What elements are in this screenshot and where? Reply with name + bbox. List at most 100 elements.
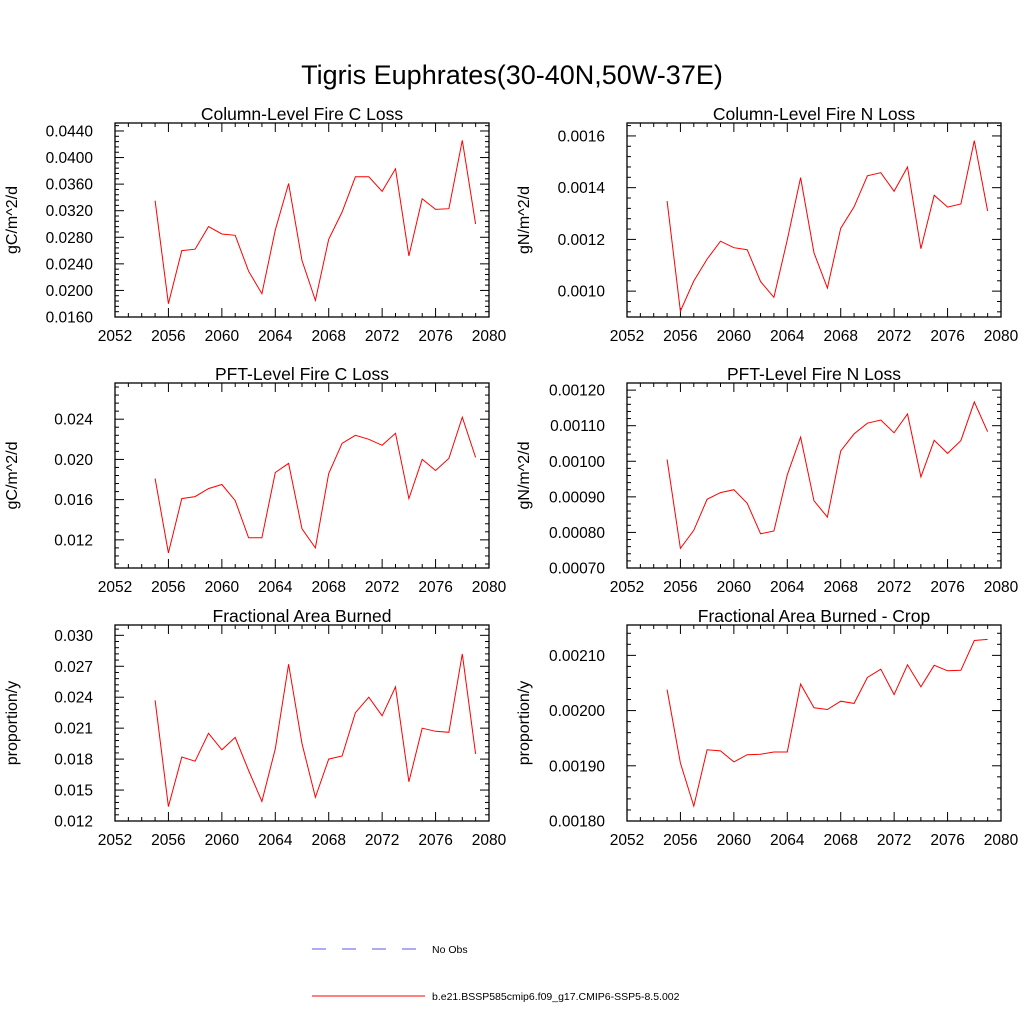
- x-tick-label: 2068: [311, 328, 345, 345]
- x-tick-label: 2072: [877, 328, 911, 345]
- x-tick-label: 2064: [770, 579, 805, 596]
- legend-label-no-obs: No Obs: [432, 944, 468, 956]
- x-tick-label: 2064: [770, 832, 805, 849]
- x-tick-label: 2068: [311, 832, 345, 849]
- y-tick-label: 0.0200: [46, 283, 94, 300]
- plot-frame: [626, 624, 1002, 822]
- x-tick-label: 2060: [717, 832, 752, 849]
- y-tick-label: 0.016: [54, 492, 93, 509]
- y-axis-label: gN/m^2/d: [516, 186, 533, 254]
- x-tick-label: 2068: [823, 832, 857, 849]
- y-tick-label: 0.00110: [550, 418, 605, 435]
- x-tick-label: 2060: [205, 328, 240, 345]
- y-tick-label: 0.0012: [558, 232, 605, 249]
- x-tick-label: 2060: [205, 579, 240, 596]
- series-line: [666, 400, 989, 550]
- series-line: [666, 140, 989, 313]
- figure-title: Tigris Euphrates(30-40N,50W-37E): [301, 60, 723, 90]
- y-tick-label: 0.012: [54, 532, 93, 549]
- y-tick-label: 0.012: [54, 814, 93, 831]
- series-line: [154, 653, 477, 807]
- y-tick-label: 0.024: [54, 412, 93, 429]
- y-axis-label: gC/m^2/d: [4, 442, 21, 510]
- panel-title: PFT-Level Fire N Loss: [727, 364, 901, 384]
- x-tick-label: 2076: [418, 579, 452, 596]
- x-tick-label: 2080: [472, 832, 507, 849]
- x-tick-label: 2064: [258, 328, 293, 345]
- x-tick-label: 2056: [151, 579, 185, 596]
- x-tick-label: 2060: [717, 328, 752, 345]
- legend: No Obs b.e21.BSSP585cmip6.f09_g17.CMIP6-…: [312, 944, 680, 1003]
- x-tick-label: 2076: [930, 832, 964, 849]
- series-line: [666, 638, 988, 808]
- x-tick-label: 2076: [930, 579, 964, 596]
- x-tick-label: 2056: [663, 832, 697, 849]
- panel-title: PFT-Level Fire C Loss: [215, 364, 389, 384]
- y-tick-label: 0.0400: [46, 150, 94, 167]
- chart-panel-6: 2052 2056 2060 2064 2068 2072 2076 2080 0.00180 0…: [516, 606, 1019, 849]
- y-tick-label: 0.0160: [46, 310, 94, 327]
- x-tick-label: 2052: [610, 328, 644, 345]
- y-tick-label: 0.00120: [549, 383, 605, 400]
- series-line: [154, 415, 477, 554]
- chart-panel-5: 2052 2056 2060 2064 2068 2072 2076 2080 0.012 0.0…: [4, 606, 507, 849]
- x-tick-label: 2052: [610, 832, 644, 849]
- x-tick-label: 2068: [823, 328, 857, 345]
- x-tick-label: 2056: [663, 579, 697, 596]
- y-tick-label: 0.00080: [549, 525, 605, 542]
- chart-panel-4: 2052 2056 2060 2064 2068 2072 2076 2080 0.00070 0…: [516, 364, 1019, 596]
- x-tick-label: 2068: [823, 579, 857, 596]
- chart-panel-3: 2052 2056 2060 2064 2068 2072 2076 2080 0.012 0.0…: [4, 364, 507, 596]
- chart-panel-1: 2052 2056 2060 2064 2068 2072 2076 2080 0.0160 0.…: [4, 104, 507, 345]
- x-tick-label: 2056: [151, 328, 185, 345]
- y-tick-label: 0.024: [54, 690, 93, 707]
- x-tick-label: 2072: [877, 832, 911, 849]
- x-tick-label: 2072: [877, 579, 911, 596]
- y-tick-label: 0.0240: [46, 256, 94, 273]
- x-tick-label: 2052: [98, 832, 132, 849]
- x-tick-label: 2080: [984, 832, 1019, 849]
- panel-title: Column-Level Fire N Loss: [713, 104, 916, 124]
- y-tick-label: 0.020: [54, 452, 93, 469]
- y-tick-label: 0.0440: [46, 123, 94, 140]
- x-tick-label: 2080: [984, 328, 1019, 345]
- y-tick-label: 0.021: [54, 721, 93, 738]
- plot-frame: [114, 122, 490, 318]
- y-axis-label: proportion/y: [516, 681, 533, 766]
- x-tick-label: 2080: [472, 579, 507, 596]
- y-tick-label: 0.030: [54, 628, 93, 645]
- x-tick-label: 2060: [717, 579, 752, 596]
- y-tick-label: 0.00180: [549, 814, 605, 831]
- y-tick-label: 0.00210: [549, 648, 605, 665]
- x-tick-label: 2080: [984, 579, 1019, 596]
- y-tick-label: 0.027: [54, 659, 93, 676]
- y-tick-label: 0.00200: [549, 703, 605, 720]
- x-tick-label: 2068: [311, 579, 345, 596]
- y-tick-label: 0.0320: [46, 203, 94, 220]
- y-tick-label: 0.0014: [558, 180, 606, 197]
- panel-title: Column-Level Fire C Loss: [201, 104, 404, 124]
- x-tick-label: 2076: [418, 832, 452, 849]
- series-line: [154, 140, 477, 304]
- y-tick-label: 0.00090: [549, 489, 605, 506]
- y-tick-label: 0.00070: [549, 561, 605, 578]
- x-tick-label: 2076: [418, 328, 452, 345]
- y-tick-label: 0.0010: [558, 284, 606, 301]
- x-tick-label: 2072: [365, 832, 399, 849]
- x-tick-label: 2064: [258, 579, 293, 596]
- x-tick-label: 2080: [472, 328, 507, 345]
- y-axis-label: proportion/y: [4, 681, 21, 766]
- y-axis-label: gC/m^2/d: [4, 186, 21, 254]
- y-tick-label: 0.0360: [46, 177, 94, 194]
- x-tick-label: 2076: [930, 328, 964, 345]
- y-tick-label: 0.0016: [558, 128, 605, 145]
- legend-label-model: b.e21.BSSP585cmip6.f09_g17.CMIP6-SSP5-8.…: [432, 991, 680, 1003]
- x-tick-label: 2064: [258, 832, 293, 849]
- y-tick-label: 0.015: [54, 783, 93, 800]
- x-tick-label: 2052: [98, 328, 132, 345]
- x-tick-label: 2056: [151, 832, 185, 849]
- x-tick-label: 2060: [205, 832, 240, 849]
- y-tick-label: 0.00190: [549, 758, 605, 775]
- chart-panel-2: 2052 2056 2060 2064 2068 2072 2076 2080 0.0010 0.…: [516, 104, 1019, 345]
